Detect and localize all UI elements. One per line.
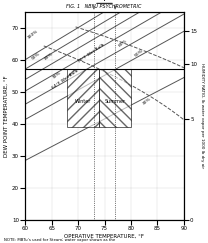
Text: NOTE: MBTu’s used for Steam; water vapor shown as the: NOTE: MBTu’s used for Steam; water vapor… [4, 238, 115, 242]
Text: 100%: 100% [27, 29, 39, 39]
Bar [99, 69, 131, 127]
Text: Summer: Summer [104, 99, 126, 104]
X-axis label: OPERATIVE TEMPERATURE, °F: OPERATIVE TEMPERATURE, °F [64, 234, 145, 239]
Bar [67, 69, 99, 127]
Y-axis label: DEW POINT TEMPERATURE, °F: DEW POINT TEMPERATURE, °F [4, 75, 9, 156]
Text: 90%: 90% [31, 52, 41, 61]
Text: 50%: 50% [134, 49, 144, 58]
Text: 80%: 80% [44, 52, 54, 61]
Text: FIG. 1   NBFU PSYCHROMETRIC: FIG. 1 NBFU PSYCHROMETRIC [66, 4, 142, 9]
Text: 64°F Wet Bulb: 64°F Wet Bulb [51, 68, 79, 89]
Text: 70%: 70% [52, 71, 62, 80]
Text: 60%: 60% [118, 39, 128, 48]
Text: Winter: Winter [75, 99, 92, 104]
Text: 70°F Wet Bulb: 70°F Wet Bulb [77, 43, 105, 64]
Text: 30%: 30% [142, 97, 152, 106]
Y-axis label: HUMIDITY RATIO, lb water vapor per 1000 lb dry air: HUMIDITY RATIO, lb water vapor per 1000 … [200, 63, 204, 168]
